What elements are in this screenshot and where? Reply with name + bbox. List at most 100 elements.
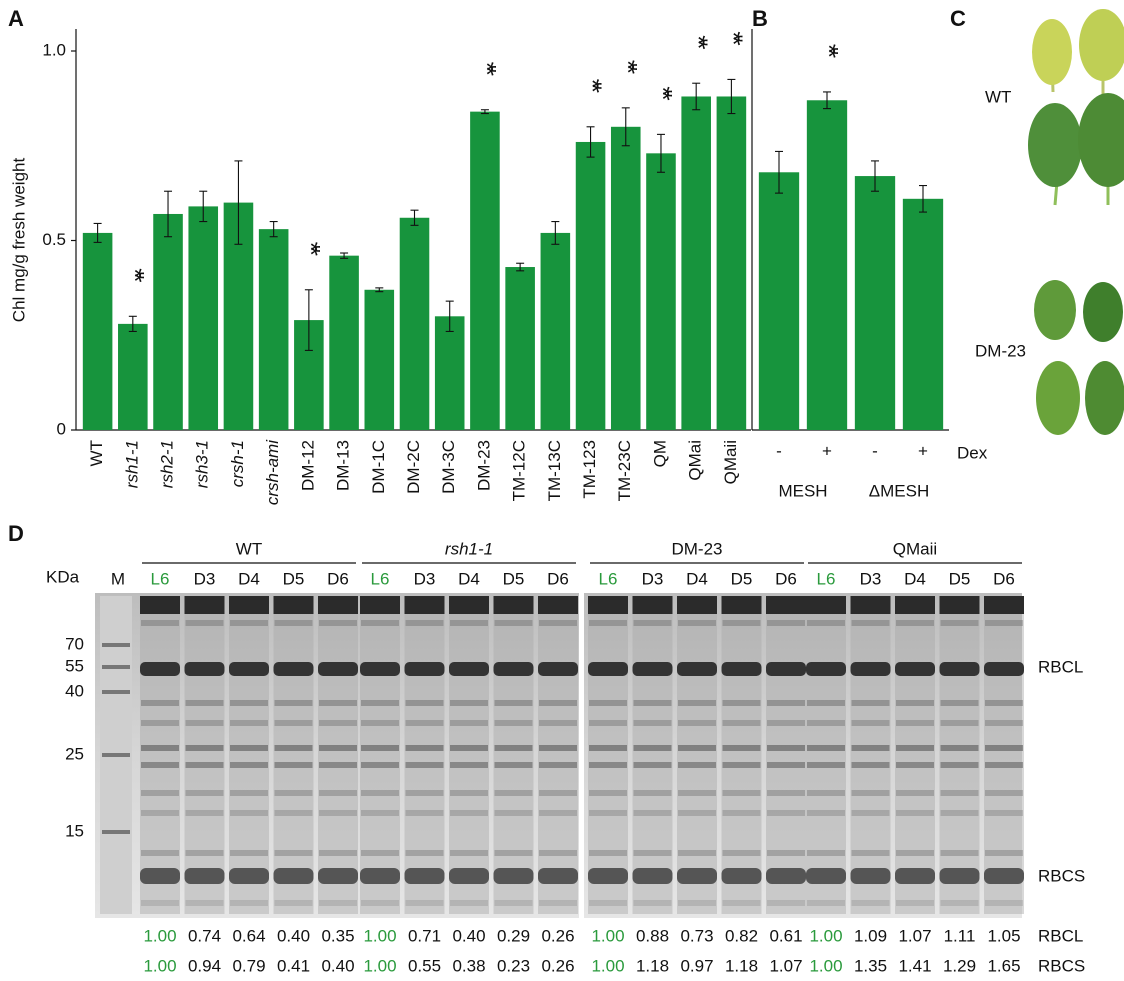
band [361,790,399,796]
band [589,762,627,768]
lane [494,596,534,914]
lane [405,596,445,914]
quantification-value: 0.61 [769,926,802,945]
band [767,900,805,906]
bar [903,199,943,430]
x-tick-label: DM-13 [334,440,353,491]
band [539,810,577,816]
band [495,620,533,626]
band [941,850,979,856]
band [807,720,845,726]
row-label: WT [985,87,1011,106]
band [589,720,627,726]
band [985,810,1023,816]
quantification-value: 1.00 [143,956,176,975]
lane-label: D6 [775,569,797,588]
band [275,810,313,816]
gel-separator [579,593,584,918]
well [722,596,762,614]
lane-label: L6 [817,569,836,588]
band [274,662,314,676]
x-tick-label: + [822,441,832,460]
lane [318,596,358,914]
lane [940,596,980,914]
band [941,745,979,751]
bar [855,176,895,430]
quantification-value: 1.00 [809,926,842,945]
band [723,810,761,816]
x-tick-label: DM-2C [404,440,423,494]
band [230,850,268,856]
band [275,900,313,906]
band [319,745,357,751]
band [588,662,628,676]
quantification-value: 0.94 [188,956,221,975]
quantification-value: 0.35 [321,926,354,945]
band [141,720,179,726]
band [896,745,934,751]
quantification-value: 0.40 [321,956,354,975]
band [319,850,357,856]
band [985,720,1023,726]
quantification-value: 1.00 [591,956,624,975]
marker-label: 15 [65,821,84,840]
band [495,900,533,906]
x-tick-label: TM-12C [510,440,529,501]
band [406,745,444,751]
band [895,868,935,884]
band [275,745,313,751]
well [449,596,489,614]
bar [435,316,465,430]
well [940,596,980,614]
band [539,762,577,768]
band [806,662,846,676]
band [450,762,488,768]
band [406,810,444,816]
bar [365,290,395,430]
band [141,790,179,796]
bar [400,218,430,430]
x-tick-label: TM-13C [545,440,564,501]
band [319,810,357,816]
well [494,596,534,614]
band [896,762,934,768]
quantification-value: 0.40 [277,926,310,945]
band [807,762,845,768]
condition-label: Dex [957,443,988,462]
well [185,596,225,614]
band [186,700,224,706]
band [361,850,399,856]
band [678,850,716,856]
band [141,620,179,626]
well [360,596,400,614]
band [539,790,577,796]
marker-label: 25 [65,744,84,763]
panel-label: B [752,6,768,31]
x-tick-label: QM [650,440,669,467]
band [495,850,533,856]
band [539,850,577,856]
well [766,596,806,614]
band [186,745,224,751]
band [275,850,313,856]
lane [538,596,578,914]
band [767,762,805,768]
band [275,700,313,706]
band [186,850,224,856]
band [141,810,179,816]
y-tick-label: 0.5 [42,230,66,249]
lane-label: M [111,569,125,588]
band [361,745,399,751]
band [852,700,890,706]
band [140,868,180,884]
well [274,596,314,614]
band [678,700,716,706]
band [186,900,224,906]
band [896,850,934,856]
quantification-value: 0.41 [277,956,310,975]
band [941,900,979,906]
band [723,790,761,796]
significance: ** [683,35,713,49]
lane-label: L6 [371,569,390,588]
bar [153,214,183,430]
